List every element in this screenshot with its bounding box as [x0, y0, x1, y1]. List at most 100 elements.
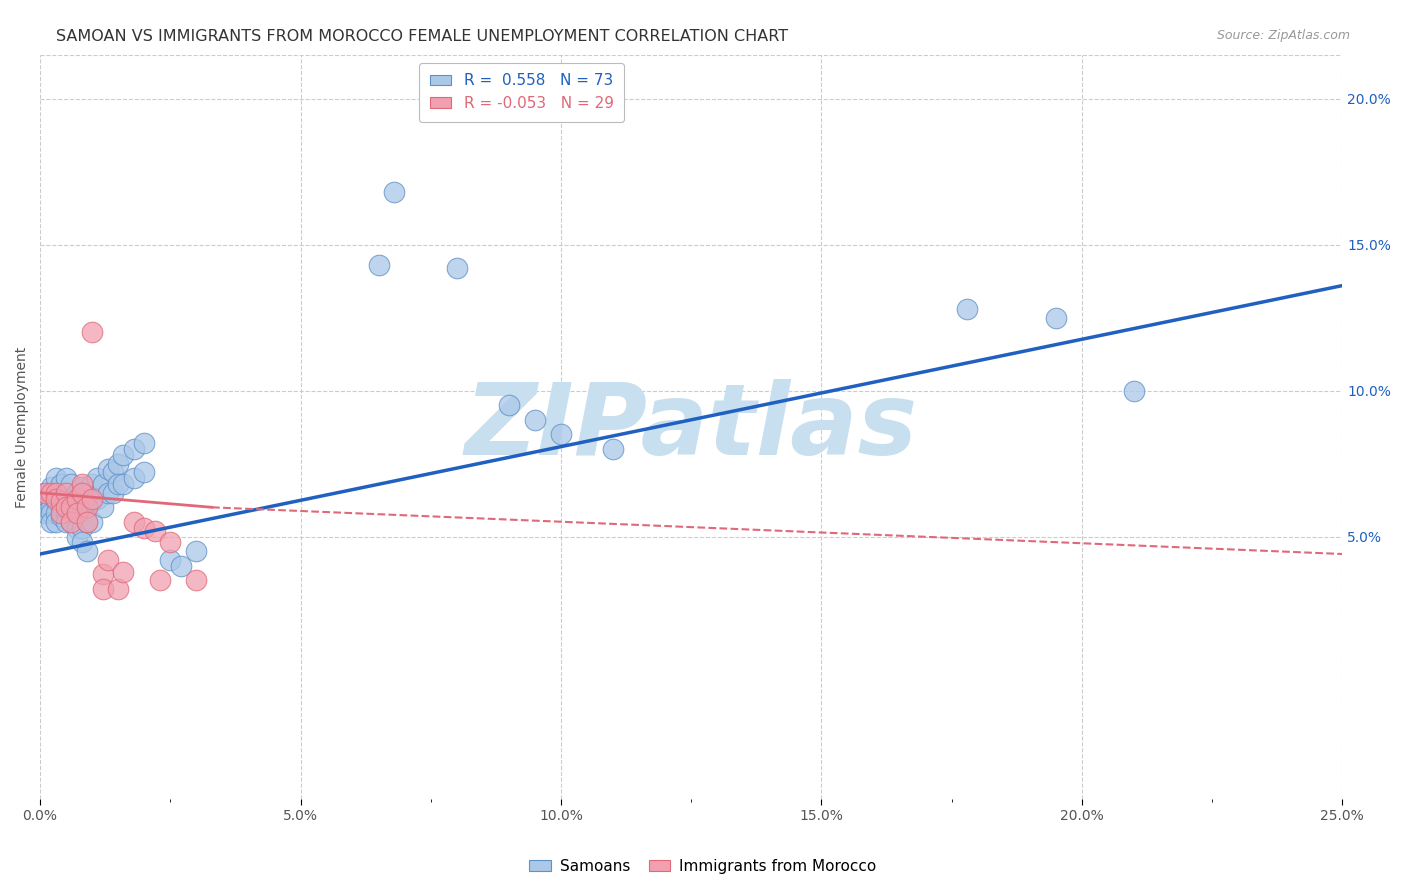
Legend: R =  0.558   N = 73, R = -0.053   N = 29: R = 0.558 N = 73, R = -0.053 N = 29	[419, 62, 624, 122]
Point	[1045, 310, 1067, 325]
Point	[186, 574, 208, 588]
Point	[82, 326, 104, 340]
Point	[159, 535, 181, 549]
Point	[55, 500, 77, 515]
Point	[170, 558, 193, 573]
Point	[159, 553, 181, 567]
Point	[49, 494, 72, 508]
Point	[112, 477, 135, 491]
Point	[34, 500, 56, 515]
Point	[60, 500, 83, 515]
Point	[86, 491, 108, 506]
Point	[49, 500, 72, 515]
Point	[65, 506, 87, 520]
Y-axis label: Female Unemployment: Female Unemployment	[15, 346, 30, 508]
Point	[91, 567, 114, 582]
Point	[65, 491, 87, 506]
Point	[70, 506, 93, 520]
Point	[39, 500, 62, 515]
Point	[70, 477, 93, 491]
Point	[134, 466, 156, 480]
Point	[382, 186, 405, 200]
Point	[367, 258, 389, 272]
Point	[39, 506, 62, 520]
Point	[97, 462, 120, 476]
Point	[91, 477, 114, 491]
Point	[82, 515, 104, 529]
Point	[55, 471, 77, 485]
Point	[523, 413, 546, 427]
Point	[76, 485, 98, 500]
Point	[86, 471, 108, 485]
Point	[60, 515, 83, 529]
Point	[70, 485, 93, 500]
Point	[134, 436, 156, 450]
Point	[49, 477, 72, 491]
Point	[55, 515, 77, 529]
Point	[39, 515, 62, 529]
Point	[65, 509, 87, 524]
Point	[112, 565, 135, 579]
Point	[82, 477, 104, 491]
Point	[70, 521, 93, 535]
Point	[34, 506, 56, 520]
Point	[60, 506, 83, 520]
Point	[60, 515, 83, 529]
Point	[45, 485, 67, 500]
Point	[65, 494, 87, 508]
Point	[956, 301, 979, 316]
Point	[122, 471, 145, 485]
Point	[55, 494, 77, 508]
Point	[602, 442, 624, 456]
Point	[186, 544, 208, 558]
Point	[149, 574, 172, 588]
Point	[82, 494, 104, 508]
Point	[122, 515, 145, 529]
Point	[112, 448, 135, 462]
Point	[498, 398, 520, 412]
Point	[39, 491, 62, 506]
Point	[34, 485, 56, 500]
Point	[97, 485, 120, 500]
Point	[76, 515, 98, 529]
Point	[107, 582, 129, 596]
Point	[70, 535, 93, 549]
Point	[76, 500, 98, 515]
Point	[55, 485, 77, 500]
Point	[45, 485, 67, 500]
Point	[45, 491, 67, 506]
Point	[143, 524, 166, 538]
Point	[34, 491, 56, 506]
Point	[70, 480, 93, 494]
Point	[45, 506, 67, 520]
Point	[45, 515, 67, 529]
Point	[446, 261, 468, 276]
Legend: Samoans, Immigrants from Morocco: Samoans, Immigrants from Morocco	[523, 853, 883, 880]
Point	[101, 466, 124, 480]
Point	[107, 477, 129, 491]
Point	[76, 500, 98, 515]
Point	[55, 506, 77, 520]
Point	[91, 582, 114, 596]
Point	[39, 485, 62, 500]
Point	[49, 506, 72, 520]
Point	[55, 485, 77, 500]
Point	[70, 491, 93, 506]
Point	[65, 521, 87, 535]
Point	[76, 544, 98, 558]
Text: Source: ZipAtlas.com: Source: ZipAtlas.com	[1216, 29, 1350, 42]
Point	[65, 485, 87, 500]
Text: ZIPatlas: ZIPatlas	[464, 378, 918, 475]
Point	[1122, 384, 1144, 398]
Point	[45, 471, 67, 485]
Point	[65, 529, 87, 543]
Point	[134, 521, 156, 535]
Point	[49, 491, 72, 506]
Point	[49, 509, 72, 524]
Point	[97, 553, 120, 567]
Point	[107, 457, 129, 471]
Point	[34, 485, 56, 500]
Point	[101, 485, 124, 500]
Point	[45, 494, 67, 508]
Point	[82, 491, 104, 506]
